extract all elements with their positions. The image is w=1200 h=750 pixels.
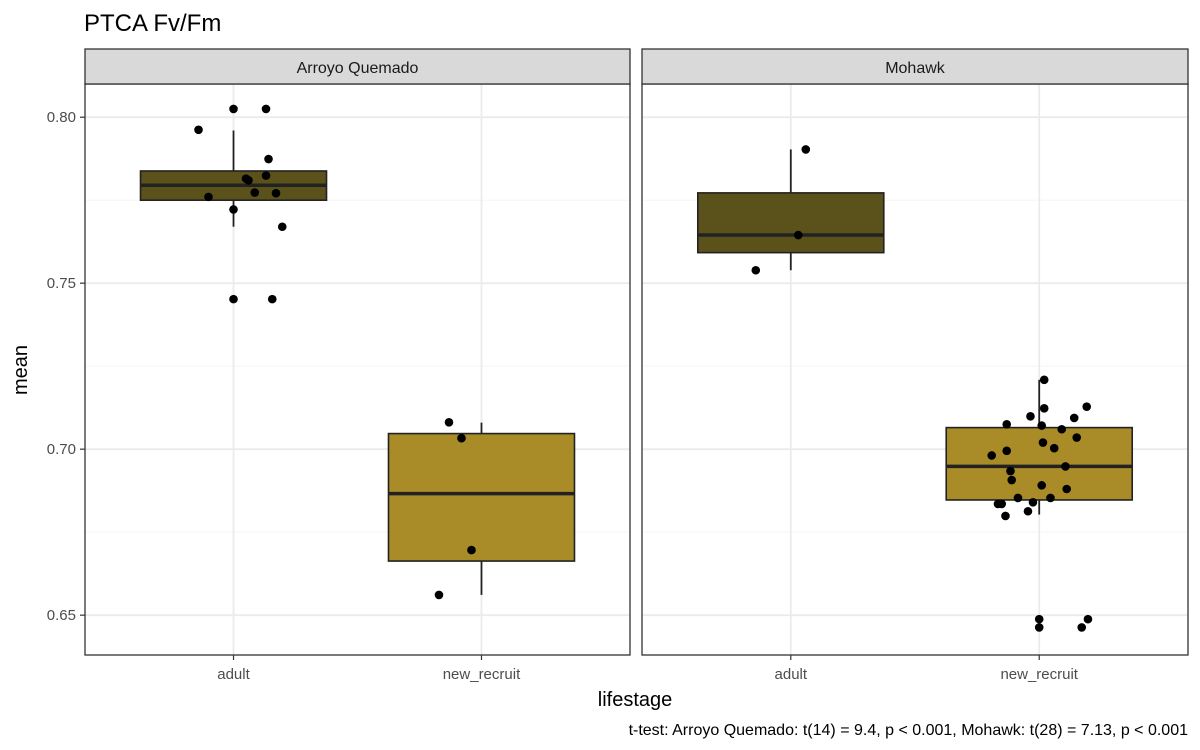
data-point: [267, 294, 277, 304]
y-axis-title: mean: [10, 345, 32, 395]
data-point: [1002, 446, 1012, 456]
y-tick-label: 0.80: [47, 109, 76, 126]
data-point: [1037, 421, 1047, 430]
y-tick-label: 0.70: [47, 441, 76, 458]
data-point: [1034, 623, 1044, 632]
data-point: [1002, 419, 1012, 429]
data-point: [1026, 412, 1035, 421]
data-point: [1028, 497, 1038, 507]
data-point: [1013, 493, 1023, 503]
data-point: [1046, 493, 1055, 503]
data-point: [1001, 511, 1010, 521]
data-point: [264, 154, 273, 164]
data-point: [271, 188, 281, 198]
data-point: [261, 171, 271, 180]
data-point: [1082, 402, 1092, 411]
panel-background: [85, 84, 630, 655]
y-tick-label: 0.65: [47, 607, 76, 624]
data-point: [1072, 433, 1082, 442]
data-point: [434, 590, 444, 600]
data-point: [751, 265, 761, 275]
data-point: [250, 188, 260, 197]
data-point: [793, 230, 803, 240]
box-iqr: [387, 432, 576, 562]
box-adult: [139, 104, 328, 304]
x-tick-label: adult: [217, 666, 250, 683]
data-point: [1062, 484, 1072, 494]
data-point: [1061, 462, 1070, 471]
data-point: [1034, 614, 1044, 624]
y-tick-label: 0.75: [47, 275, 76, 292]
data-point: [1039, 404, 1049, 413]
x-tick-label: new_recruit: [1000, 666, 1078, 683]
facet-strip: [641, 48, 1189, 85]
chart-title: PTCA Fv/Fm: [84, 10, 221, 37]
x-tick-label: new_recruit: [443, 666, 521, 683]
data-point: [204, 192, 213, 202]
data-point: [277, 222, 287, 232]
data-point: [993, 499, 1003, 509]
box-iqr: [696, 192, 885, 254]
data-point: [1038, 438, 1048, 447]
data-point: [244, 175, 253, 185]
data-point: [194, 125, 203, 135]
data-point: [1006, 466, 1015, 476]
box-iqr: [945, 426, 1134, 501]
panel-background: [642, 84, 1188, 655]
data-point: [229, 205, 238, 214]
facet-strip-label: Mohawk: [885, 60, 946, 77]
chart-caption: t-test: Arroyo Quemado: t(14) = 9.4, p <…: [629, 722, 1189, 739]
facet-arroyo-quemado: Arroyo Quemado adult new_recruit: [84, 48, 631, 683]
data-point: [1077, 623, 1087, 632]
facet-mohawk: Mohawk adult new_recruit: [641, 48, 1189, 683]
y-axis: 0.65 0.70 0.75 0.80: [47, 109, 85, 624]
data-point: [467, 545, 476, 555]
data-point: [1057, 424, 1067, 434]
box-adult: [696, 145, 885, 275]
data-point: [1083, 614, 1093, 624]
x-axis-title: lifestage: [598, 689, 673, 711]
box-new-recruit: [387, 417, 576, 600]
x-tick-label: adult: [775, 666, 808, 683]
data-point: [1037, 481, 1047, 490]
data-point: [261, 104, 271, 114]
facet-strip-label: Arroyo Quemado: [297, 60, 419, 77]
data-point: [1023, 506, 1033, 516]
data-point: [229, 294, 238, 304]
data-point: [1049, 443, 1059, 453]
data-point: [229, 104, 238, 114]
facet-strip: [84, 48, 631, 85]
facet-panels: Arroyo Quemado adult new_recruit Mohawk adul…: [47, 48, 1189, 683]
data-point: [987, 451, 997, 460]
data-point: [1069, 413, 1079, 423]
data-point: [457, 433, 466, 443]
data-point: [1039, 375, 1049, 385]
data-point: [801, 145, 811, 154]
data-point: [1007, 475, 1017, 485]
box-new-recruit: [945, 375, 1134, 632]
data-point: [444, 417, 454, 427]
